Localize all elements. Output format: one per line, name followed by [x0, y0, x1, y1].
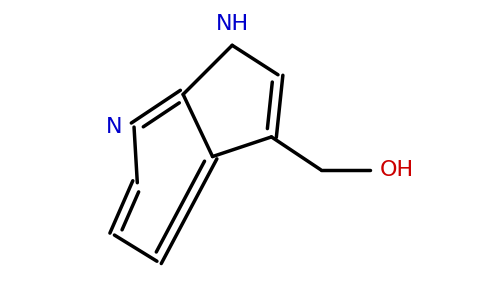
Text: NH: NH	[216, 14, 249, 34]
Text: OH: OH	[379, 160, 413, 180]
Text: N: N	[106, 117, 122, 137]
